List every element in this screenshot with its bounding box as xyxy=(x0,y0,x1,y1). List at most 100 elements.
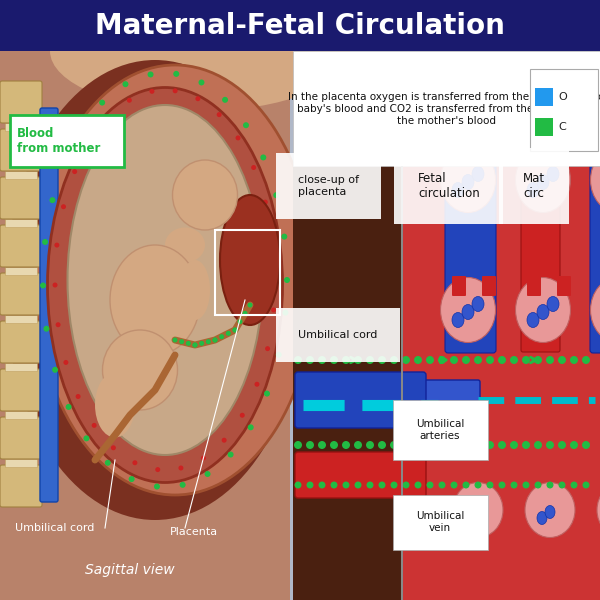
Circle shape xyxy=(355,481,361,488)
Circle shape xyxy=(62,159,68,165)
Circle shape xyxy=(546,356,554,364)
Bar xyxy=(393,400,488,460)
Circle shape xyxy=(318,441,326,449)
Circle shape xyxy=(402,356,410,364)
FancyBboxPatch shape xyxy=(0,273,42,315)
Circle shape xyxy=(343,481,349,488)
Circle shape xyxy=(307,481,314,488)
Circle shape xyxy=(248,302,253,307)
Circle shape xyxy=(49,197,55,203)
Bar xyxy=(5,219,37,227)
Circle shape xyxy=(272,277,277,283)
Text: Mat
circ: Mat circ xyxy=(523,172,545,200)
Ellipse shape xyxy=(180,260,210,320)
Circle shape xyxy=(450,356,458,364)
Bar xyxy=(293,166,403,600)
Circle shape xyxy=(474,356,482,364)
Circle shape xyxy=(56,322,61,327)
Circle shape xyxy=(546,441,554,449)
Circle shape xyxy=(414,356,422,364)
FancyBboxPatch shape xyxy=(0,138,7,162)
FancyBboxPatch shape xyxy=(557,276,571,296)
Circle shape xyxy=(61,204,66,209)
Circle shape xyxy=(154,484,160,490)
Circle shape xyxy=(294,356,302,364)
Circle shape xyxy=(390,356,398,364)
Circle shape xyxy=(330,441,338,449)
Circle shape xyxy=(260,154,266,160)
Ellipse shape xyxy=(462,304,474,319)
Circle shape xyxy=(450,441,458,449)
Circle shape xyxy=(582,441,590,449)
Text: Sagittal view: Sagittal view xyxy=(85,563,175,577)
Circle shape xyxy=(270,238,275,242)
Ellipse shape xyxy=(465,511,475,524)
Circle shape xyxy=(475,481,482,488)
Text: Umbilical cord: Umbilical cord xyxy=(298,330,377,340)
Circle shape xyxy=(173,71,179,77)
Circle shape xyxy=(367,481,373,488)
Ellipse shape xyxy=(103,330,178,410)
Bar xyxy=(0,51,305,600)
Circle shape xyxy=(462,441,470,449)
Circle shape xyxy=(264,391,270,397)
Circle shape xyxy=(226,331,231,336)
Circle shape xyxy=(498,356,506,364)
Circle shape xyxy=(83,436,89,442)
Circle shape xyxy=(426,441,434,449)
Circle shape xyxy=(79,126,85,132)
Circle shape xyxy=(583,481,589,488)
Ellipse shape xyxy=(527,182,539,197)
Circle shape xyxy=(331,481,337,488)
Ellipse shape xyxy=(547,166,559,181)
FancyBboxPatch shape xyxy=(452,276,466,296)
FancyBboxPatch shape xyxy=(0,90,7,114)
Ellipse shape xyxy=(220,195,280,325)
Circle shape xyxy=(233,328,238,332)
Bar xyxy=(290,51,600,600)
Bar xyxy=(5,267,37,275)
Circle shape xyxy=(236,136,241,140)
Circle shape xyxy=(99,100,105,106)
Circle shape xyxy=(378,356,386,364)
Circle shape xyxy=(582,356,590,364)
Ellipse shape xyxy=(110,245,200,355)
Circle shape xyxy=(111,445,116,450)
FancyBboxPatch shape xyxy=(0,225,42,267)
Circle shape xyxy=(439,481,445,488)
Ellipse shape xyxy=(537,304,549,319)
Ellipse shape xyxy=(473,505,483,518)
Ellipse shape xyxy=(453,482,503,538)
Circle shape xyxy=(559,481,566,488)
FancyBboxPatch shape xyxy=(452,146,466,166)
Circle shape xyxy=(193,343,197,347)
Circle shape xyxy=(342,441,350,449)
Circle shape xyxy=(463,481,470,488)
Circle shape xyxy=(217,112,221,117)
Ellipse shape xyxy=(452,182,464,197)
Circle shape xyxy=(354,356,362,364)
Circle shape xyxy=(227,452,233,458)
FancyBboxPatch shape xyxy=(0,378,7,402)
Bar xyxy=(5,123,37,131)
FancyBboxPatch shape xyxy=(445,57,496,353)
Circle shape xyxy=(106,115,111,119)
FancyBboxPatch shape xyxy=(527,146,541,166)
Text: O: O xyxy=(558,92,567,102)
FancyBboxPatch shape xyxy=(0,417,42,459)
Ellipse shape xyxy=(173,160,238,230)
Circle shape xyxy=(571,481,577,488)
Ellipse shape xyxy=(547,296,559,311)
Circle shape xyxy=(127,98,132,103)
Circle shape xyxy=(474,441,482,449)
Bar xyxy=(401,166,600,600)
Bar xyxy=(0,0,600,51)
Circle shape xyxy=(64,360,68,365)
Circle shape xyxy=(295,481,302,488)
Circle shape xyxy=(462,356,470,364)
Circle shape xyxy=(511,481,517,488)
Circle shape xyxy=(212,337,218,343)
Ellipse shape xyxy=(95,373,135,437)
Circle shape xyxy=(76,394,80,399)
Ellipse shape xyxy=(545,505,555,518)
